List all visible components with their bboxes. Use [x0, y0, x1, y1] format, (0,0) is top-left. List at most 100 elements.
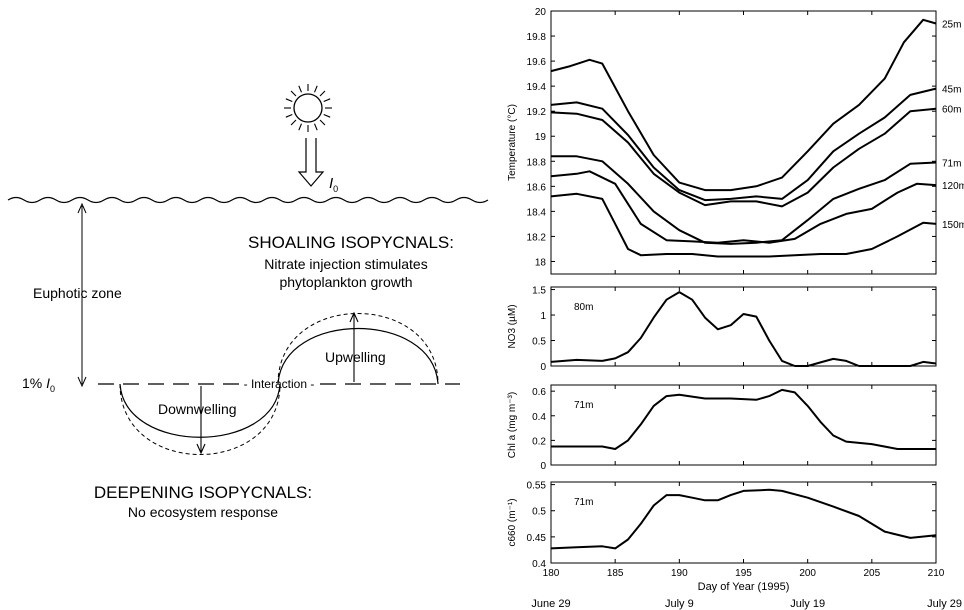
series-line-45m: [550, 87, 937, 202]
interaction-label: - Interaction -: [244, 377, 315, 391]
upwelling-arrow-icon: [349, 311, 359, 382]
x-tick-label: 210: [928, 568, 945, 579]
deepening-title: DEEPENING ISOPYCNALS:: [94, 483, 312, 502]
sun-ray: [313, 85, 318, 93]
chart-panel-1: 18 18.2 18.4 18.6 18.8 19 19.2 19.4 19.6 19.8 20 Te…: [507, 7, 964, 275]
y-tick-label: 1: [540, 311, 546, 322]
y-tick-label: 0: [540, 362, 546, 373]
upwelling-isopycnal: [277, 327, 439, 385]
sun-ray: [285, 98, 293, 103]
y-tick-label: 19.6: [527, 57, 547, 68]
x-tick-label: 200: [799, 568, 816, 579]
shoaling-line-2: phytoplankton growth: [279, 274, 412, 290]
y-tick-label: 0.55: [527, 481, 547, 492]
euphotic-zone-arrow-icon: [77, 202, 87, 388]
x-axis-label: Day of Year (1995): [698, 581, 790, 593]
y-tick-label: 0: [540, 461, 546, 472]
chart-panel-2: 0 0.5 1 1.5 NO3 (µM) 80m: [507, 286, 937, 373]
isopycnal-diagram: I0 Euphotic zone 1% I0 - Interaction - D…: [7, 84, 489, 520]
y-axis-label: NO3 (µM): [507, 304, 518, 348]
one-percent-light-label: 1% I0: [22, 375, 55, 394]
y-tick-label: 20: [535, 7, 547, 18]
series-line-25m: [550, 18, 937, 192]
plot-frame: [550, 10, 937, 275]
y-tick-label: 18.2: [527, 232, 547, 243]
sun-ray: [298, 85, 303, 93]
chart-panel-3: 0 0.2 0.4 0.6 Chl a (mg m⁻³) 71m: [507, 384, 937, 472]
series-line-71m: [550, 488, 937, 550]
series-line-71m: [551, 155, 937, 245]
y-axis-label: c660 (m⁻¹): [507, 498, 518, 546]
sun-ray: [319, 119, 326, 126]
sun-ray: [313, 123, 318, 131]
date-tick-label: July 19: [790, 598, 825, 610]
y-tick-label: 18: [535, 257, 547, 268]
series-line-71m: [551, 388, 936, 450]
plot-frame: [550, 481, 937, 564]
x-tick-label: 180: [543, 568, 560, 579]
series-line-80m: [550, 291, 937, 367]
upwelling-label: Upwelling: [325, 349, 386, 365]
series-label: 150m: [942, 220, 964, 231]
y-tick-label: 0.4: [532, 412, 546, 423]
x-tick-label: 205: [863, 568, 880, 579]
euphotic-zone-label: Euphotic zone: [33, 285, 122, 301]
series-label: 120m: [942, 181, 964, 192]
y-tick-label: 0.6: [532, 387, 546, 398]
date-tick-label: July 29: [927, 598, 962, 610]
series-label: 25m: [942, 20, 961, 31]
downwelling-isopycnal: [119, 383, 281, 438]
plot-frame: [550, 384, 937, 466]
y-tick-label: 0.4: [532, 559, 546, 570]
y-tick-label: 19.4: [527, 82, 547, 93]
downwelling-arrow-icon: [196, 386, 206, 455]
y-tick-label: 18.4: [527, 207, 547, 218]
sun-ray: [323, 98, 331, 103]
series-line-60m: [550, 107, 937, 208]
sun-ray: [290, 119, 297, 126]
y-tick-label: 19: [535, 132, 547, 143]
shoaling-title: SHOALING ISOPYCNALS:: [248, 233, 454, 252]
series-label: 71m: [942, 159, 961, 170]
depth-annotation: 71m: [574, 400, 593, 411]
shoaling-line-1: Nitrate injection stimulates: [264, 256, 427, 272]
plot-frame: [550, 286, 937, 367]
downwelling-isopycnal-displaced: [119, 383, 281, 455]
depth-annotation: 80m: [574, 302, 593, 313]
downwelling-label: Downwelling: [158, 401, 237, 417]
irradiance-label: I0: [329, 175, 338, 194]
depth-annotation: 71m: [574, 497, 593, 508]
series-line-150m: [550, 192, 937, 258]
y-tick-label: 19.8: [527, 32, 547, 43]
sun-icon: [284, 84, 332, 132]
sun-ray: [298, 123, 303, 131]
y-tick-label: 18.6: [527, 182, 547, 193]
y-tick-label: 19.2: [527, 107, 547, 118]
chart-panel-4: 0.4 0.45 0.5 0.55 c660 (m⁻¹) 71m 180 185 190 195 2…: [507, 481, 962, 610]
y-tick-label: 0.5: [532, 507, 546, 518]
sun-ray: [285, 113, 293, 118]
x-tick-label: 195: [735, 568, 752, 579]
series-label: 45m: [942, 85, 961, 96]
y-axis-label: Temperature (°C): [507, 104, 518, 181]
date-tick-label: June 29: [531, 598, 570, 610]
y-axis-label: Chl a (mg m⁻³): [507, 392, 518, 458]
y-tick-label: 0.45: [527, 533, 547, 544]
y-tick-label: 0.2: [532, 436, 546, 447]
y-tick-label: 1.5: [532, 286, 546, 297]
x-tick-label: 190: [671, 568, 688, 579]
time-series-charts: 18 18.2 18.4 18.6 18.8 19 19.2 19.4 19.6 19.8 20 Te…: [507, 7, 964, 610]
date-tick-label: July 9: [665, 598, 694, 610]
y-tick-label: 0.5: [532, 337, 546, 348]
series-line-120m: [550, 170, 937, 244]
sun-ray: [290, 90, 297, 97]
y-tick-label: 18.8: [527, 157, 547, 168]
upwelling-isopycnal-displaced: [277, 313, 439, 385]
sun-ray: [323, 113, 331, 118]
sun-ray: [319, 90, 326, 97]
series-label: 60m: [942, 105, 961, 116]
sea-surface-line: [7, 196, 489, 204]
x-tick-label: 185: [607, 568, 624, 579]
deepening-line-1: No ecosystem response: [128, 504, 278, 520]
